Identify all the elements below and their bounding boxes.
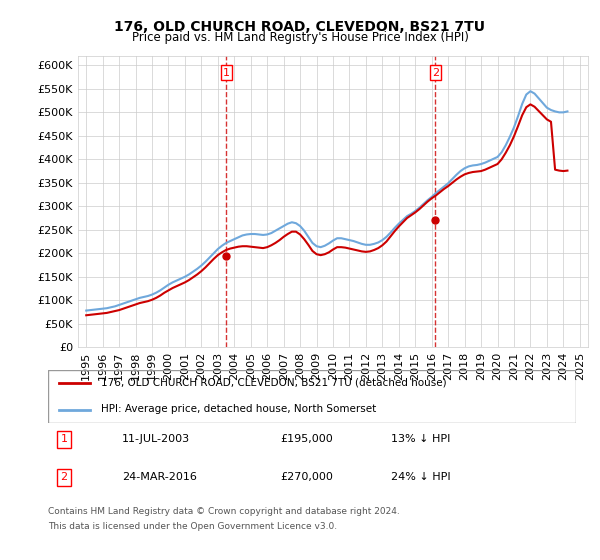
Text: 2: 2 (432, 68, 439, 78)
Text: £195,000: £195,000 (280, 435, 333, 445)
Text: 11-JUL-2003: 11-JUL-2003 (122, 435, 190, 445)
Text: 176, OLD CHURCH ROAD, CLEVEDON, BS21 7TU (detached house): 176, OLD CHURCH ROAD, CLEVEDON, BS21 7TU… (101, 378, 446, 388)
Text: This data is licensed under the Open Government Licence v3.0.: This data is licensed under the Open Gov… (48, 522, 337, 531)
Text: 13% ↓ HPI: 13% ↓ HPI (391, 435, 451, 445)
Text: 24-MAR-2016: 24-MAR-2016 (122, 472, 197, 482)
Text: 1: 1 (61, 435, 67, 445)
Text: Contains HM Land Registry data © Crown copyright and database right 2024.: Contains HM Land Registry data © Crown c… (48, 507, 400, 516)
Text: 1: 1 (223, 68, 230, 78)
Text: 24% ↓ HPI: 24% ↓ HPI (391, 472, 451, 482)
Text: 176, OLD CHURCH ROAD, CLEVEDON, BS21 7TU: 176, OLD CHURCH ROAD, CLEVEDON, BS21 7TU (115, 20, 485, 34)
Text: 2: 2 (60, 472, 67, 482)
Text: Price paid vs. HM Land Registry's House Price Index (HPI): Price paid vs. HM Land Registry's House … (131, 31, 469, 44)
Text: HPI: Average price, detached house, North Somerset: HPI: Average price, detached house, Nort… (101, 404, 376, 414)
Text: £270,000: £270,000 (280, 472, 333, 482)
